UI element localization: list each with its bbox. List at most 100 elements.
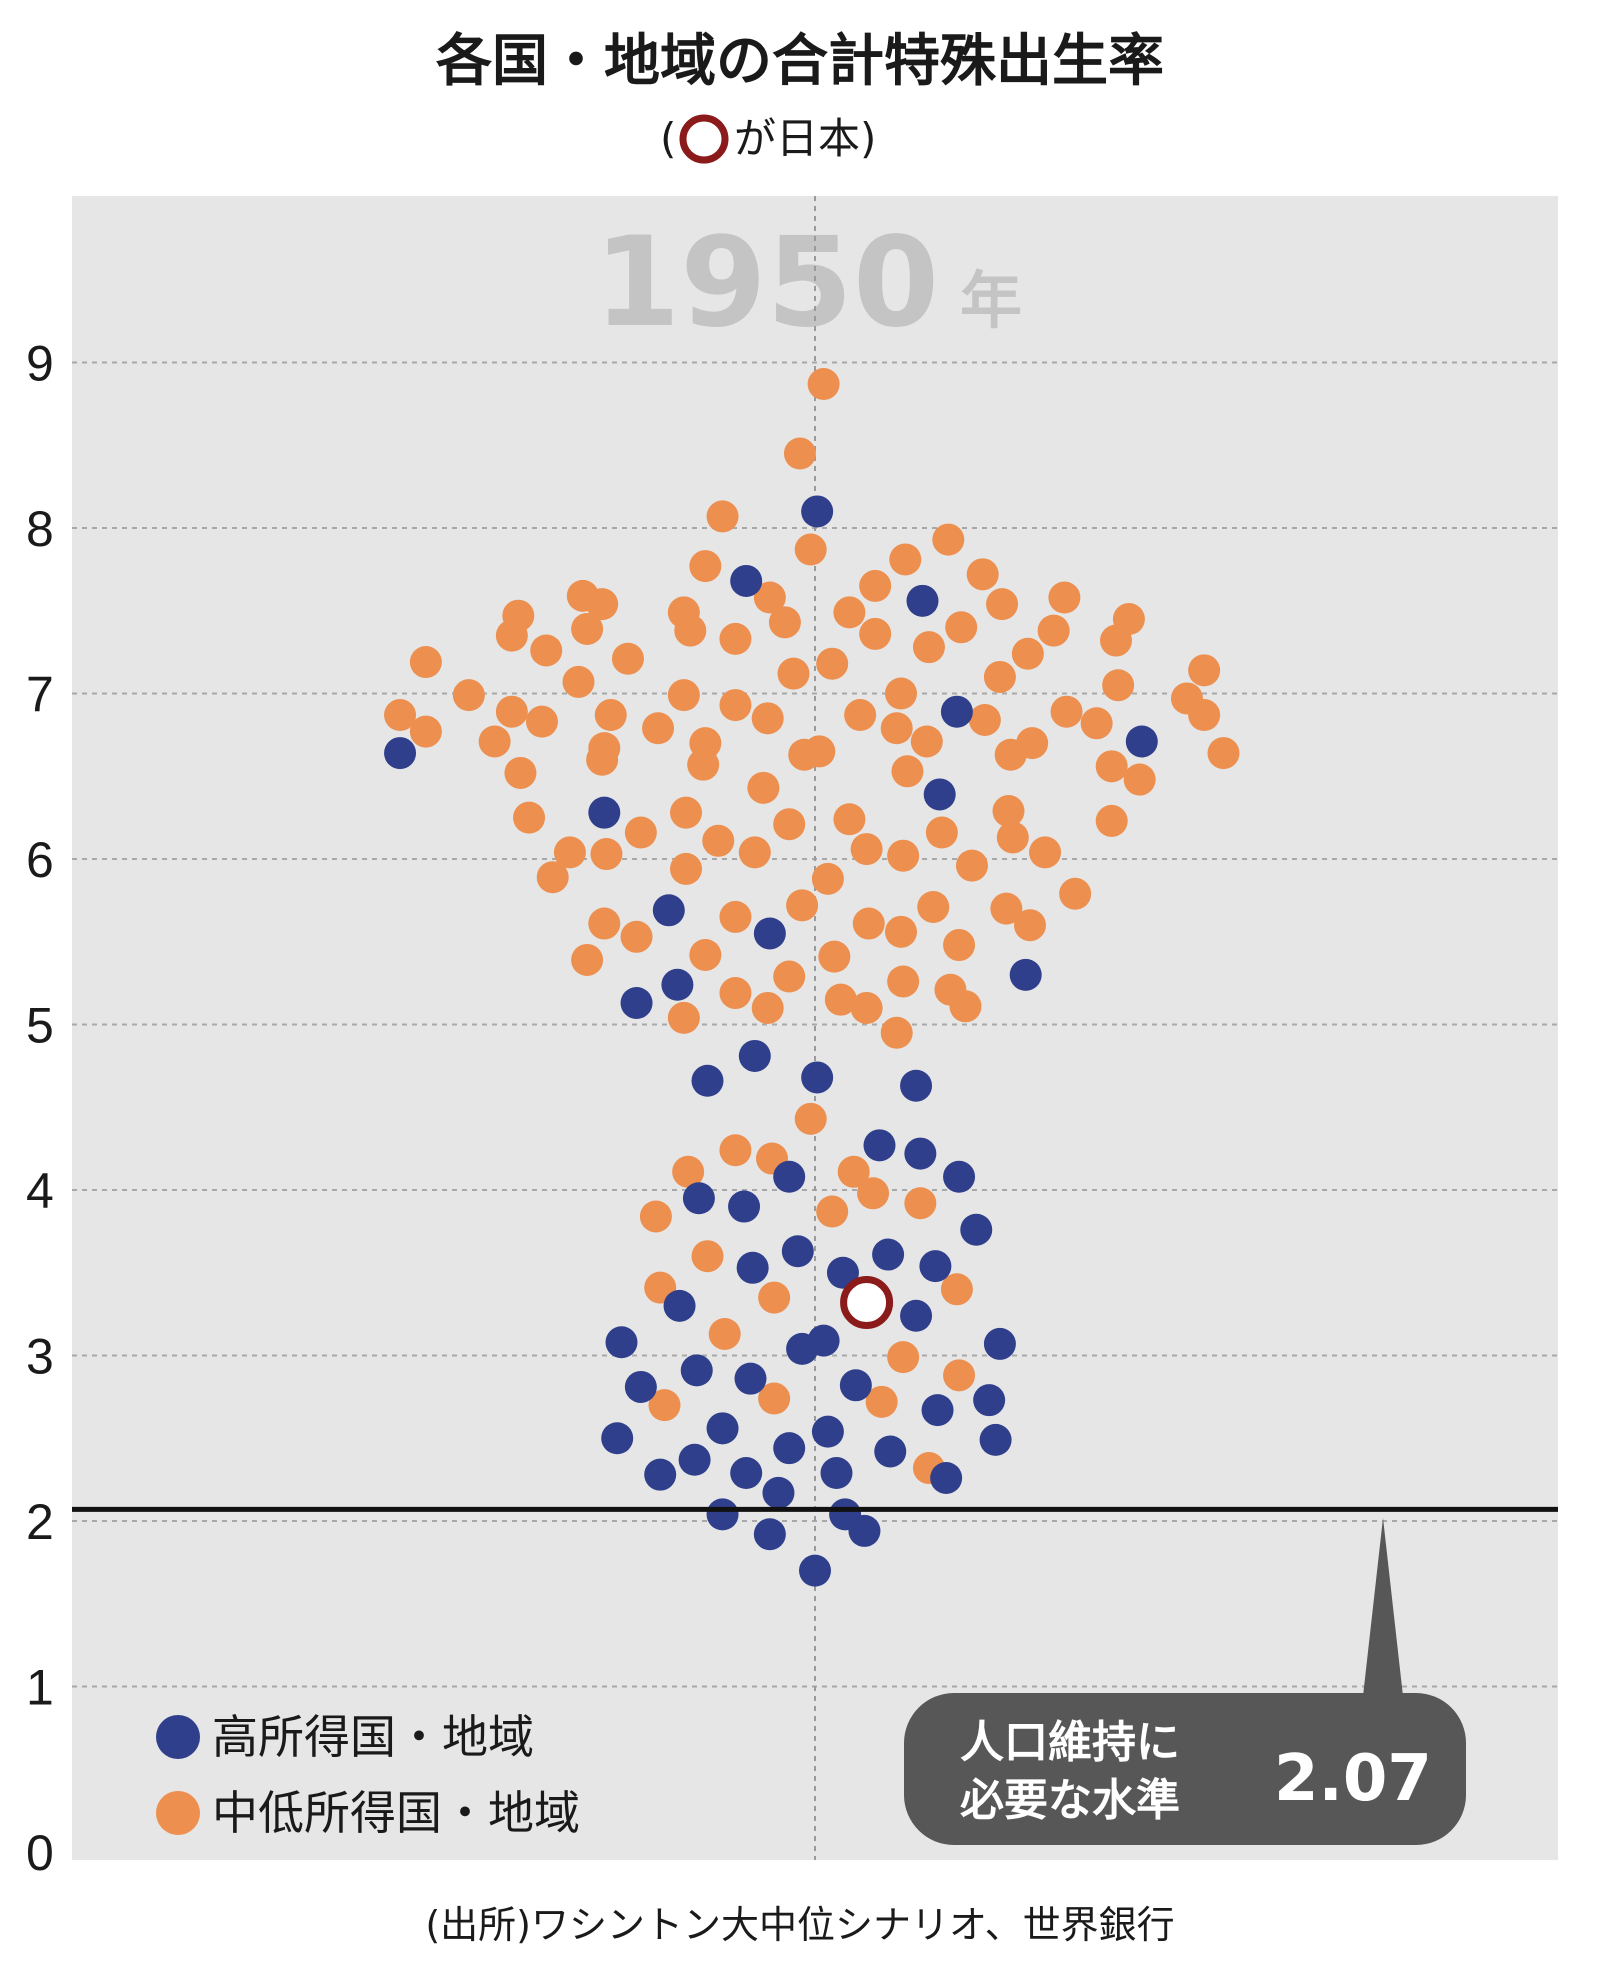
low-income-point: [880, 712, 913, 745]
high-income-point: [663, 1289, 696, 1322]
y-tick-label: 8: [26, 501, 54, 557]
year-unit: 年: [960, 264, 1022, 337]
low-income-point: [586, 743, 619, 776]
low-income-point: [887, 965, 920, 998]
high-income-point: [848, 1514, 881, 1547]
high-income-point: [730, 564, 763, 597]
low-income-point: [917, 890, 950, 923]
low-income-point: [850, 833, 883, 866]
low-income-point: [670, 796, 702, 829]
low-income-point: [880, 1016, 913, 1049]
high-income-point: [983, 1327, 1016, 1360]
low-income-point: [525, 705, 558, 738]
low-income-point: [887, 839, 920, 872]
high-income-point: [624, 1370, 657, 1403]
low-income-point: [940, 1273, 973, 1306]
legend-high-income-label: 高所得国・地域: [212, 1710, 534, 1764]
legend: 高所得国・地域 中低所得国・地域: [156, 1710, 580, 1840]
high-income-point: [786, 1332, 819, 1365]
low-income-point: [691, 1240, 724, 1273]
low-income-point: [719, 977, 752, 1010]
low-income-point: [857, 1177, 890, 1210]
high-income-point: [904, 1137, 937, 1170]
high-income-point: [620, 986, 653, 1019]
low-income-point: [670, 852, 702, 885]
low-income-point: [994, 738, 1027, 771]
year-number: 1950: [594, 211, 939, 355]
series-high-income: [384, 495, 1158, 1587]
low-income-point: [1207, 737, 1240, 770]
low-income-point: [885, 677, 917, 710]
low-income-point: [495, 695, 528, 728]
low-income-point: [966, 558, 999, 591]
low-income-point: [1188, 654, 1221, 687]
low-income-point: [996, 821, 1029, 854]
chart-subtitle: ( が日本): [660, 114, 876, 164]
high-income-point: [943, 1160, 976, 1193]
low-income-point: [639, 1200, 672, 1233]
low-income-point: [409, 715, 442, 748]
low-income-point: [859, 617, 892, 650]
low-income-point: [758, 1382, 791, 1415]
high-income-point: [680, 1354, 713, 1387]
high-income-point: [839, 1369, 872, 1402]
low-income-point: [925, 816, 958, 849]
y-tick-label: 4: [26, 1163, 54, 1219]
y-axis-ticks: 0 1 2 3 4 5 6 7 8 9: [26, 336, 54, 1882]
low-income-point: [777, 657, 810, 690]
legend-high-income-marker: [156, 1715, 200, 1759]
high-income-point: [900, 1299, 933, 1332]
high-income-point: [736, 1251, 769, 1284]
low-income-point: [955, 849, 988, 882]
high-income-point: [820, 1457, 853, 1490]
high-income-point: [730, 1457, 763, 1490]
low-income-point: [803, 735, 836, 768]
low-income-point: [751, 991, 784, 1024]
high-income-point: [588, 796, 621, 829]
high-income-point: [801, 1061, 834, 1094]
low-income-point: [943, 929, 976, 962]
low-income-point: [689, 938, 722, 971]
high-income-point: [734, 1362, 767, 1395]
source-note: (出所)ワシントン大中位シナリオ、世界銀行: [425, 1903, 1174, 1947]
low-income-point: [586, 588, 619, 621]
low-income-point: [943, 1359, 976, 1392]
low-income-point: [818, 940, 851, 973]
low-income-point: [837, 1155, 870, 1188]
low-income-point: [706, 500, 739, 533]
series-middle-low-income: [384, 368, 1240, 1485]
low-income-point: [513, 801, 546, 834]
high-income-point: [652, 894, 685, 927]
low-income-point: [1059, 877, 1092, 910]
low-income-point: [844, 699, 877, 732]
high-income-point: [979, 1423, 1012, 1456]
high-income-point: [738, 1039, 771, 1072]
high-income-point: [900, 1069, 933, 1102]
low-income-point: [983, 660, 1016, 693]
y-tick-label: 6: [26, 832, 54, 888]
callout-pointer: [1362, 1518, 1404, 1705]
high-income-point: [781, 1235, 814, 1268]
low-income-point: [992, 795, 1025, 828]
low-income-point: [949, 990, 982, 1023]
high-income-point: [682, 1182, 715, 1215]
japan-legend-marker: [679, 114, 729, 164]
low-income-point: [452, 679, 485, 712]
callout-line1: 人口維持に: [960, 1717, 1180, 1768]
replacement-level-callout: 人口維持に 必要な水準 2.07: [904, 1518, 1466, 1845]
low-income-point: [990, 892, 1023, 925]
low-income-point: [620, 920, 653, 953]
low-income-point: [816, 647, 849, 680]
high-income-point: [678, 1443, 711, 1476]
low-income-point: [667, 1001, 700, 1034]
high-income-point: [644, 1458, 677, 1491]
high-income-point: [930, 1461, 963, 1494]
japan-point: [840, 1276, 894, 1330]
low-income-point: [912, 631, 945, 664]
low-income-point: [702, 824, 735, 857]
low-income-point: [708, 1317, 741, 1350]
low-income-point: [932, 523, 965, 556]
y-tick-label: 3: [26, 1329, 54, 1385]
low-income-point: [773, 808, 806, 841]
